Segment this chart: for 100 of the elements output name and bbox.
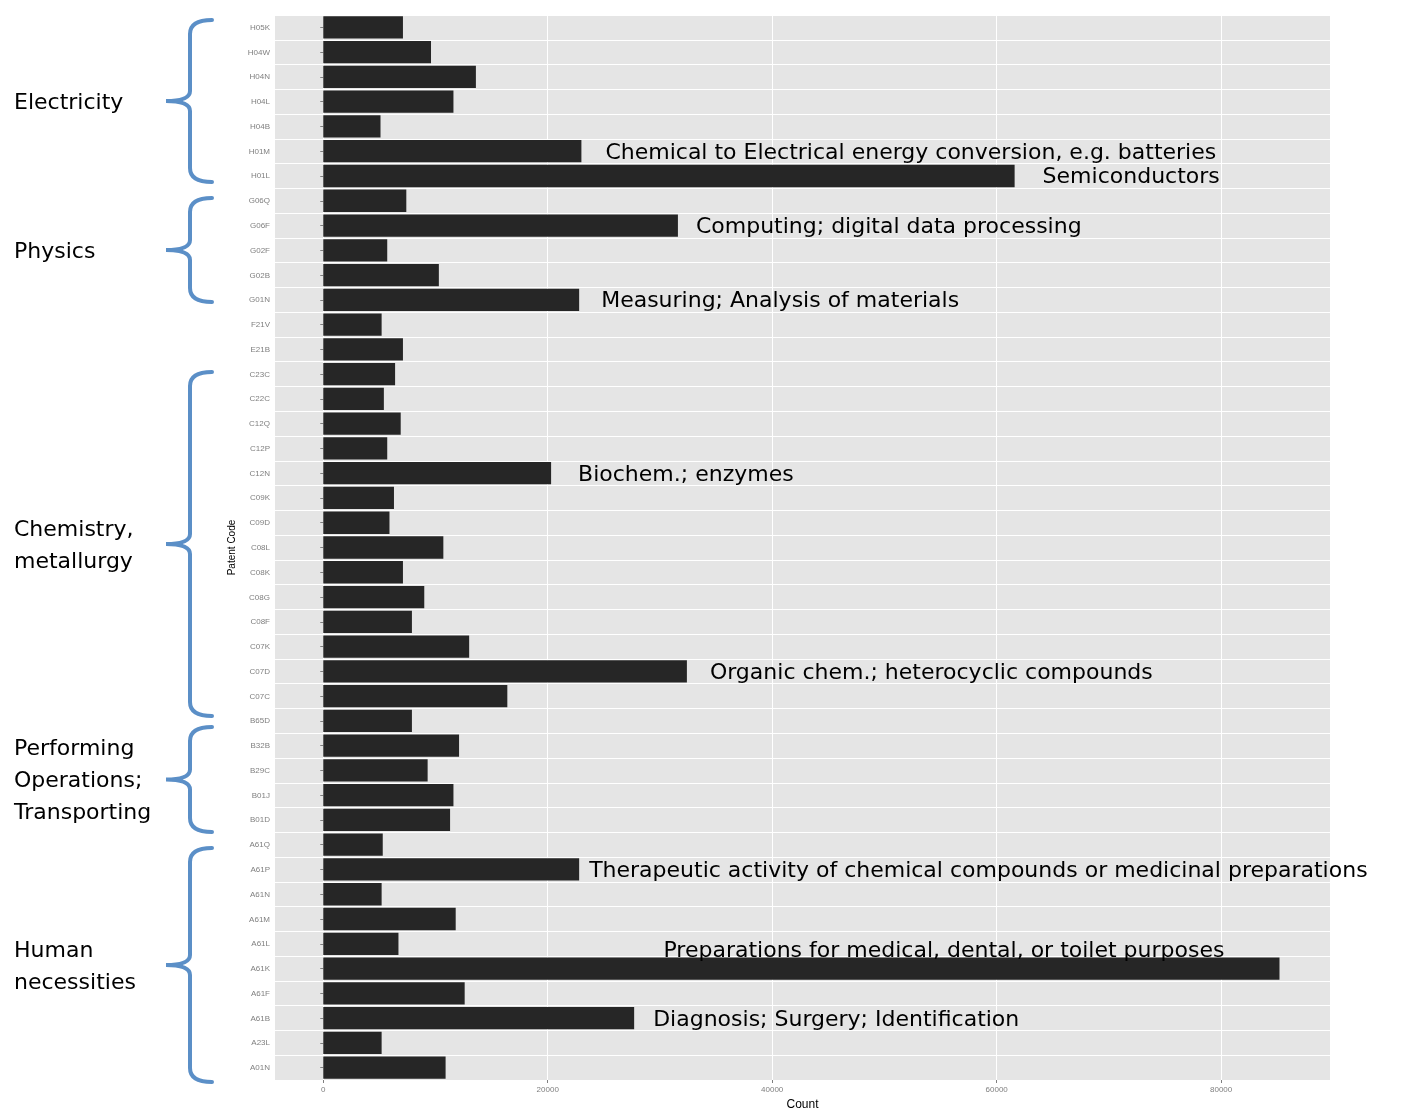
- y-tick-label: G01N: [249, 295, 271, 305]
- bar: [323, 858, 580, 881]
- bar: [323, 1031, 382, 1054]
- y-tick-label: C12Q: [249, 419, 270, 429]
- y-tick-label: H01L: [250, 171, 271, 181]
- x-axis-title: Count: [786, 1096, 820, 1111]
- y-tick-label: C22C: [249, 394, 271, 404]
- y-tick-label: C07D: [249, 666, 271, 676]
- bar: [323, 65, 476, 89]
- y-tick-label: F21V: [250, 320, 271, 330]
- annotation: Biochem.; enzymes: [578, 460, 794, 486]
- annotation: Preparations for medical, dental, or toilet purposes: [663, 936, 1225, 962]
- x-tick-label: 40000: [761, 1084, 784, 1094]
- bar: [323, 41, 432, 64]
- y-tick-label: C23C: [249, 369, 271, 379]
- bar: [323, 462, 552, 485]
- y-tick-label: H04W: [247, 47, 271, 57]
- bar: [323, 982, 465, 1005]
- bar: [323, 189, 407, 212]
- y-tick-label: B01D: [249, 815, 271, 825]
- bar: [323, 288, 580, 311]
- y-axis-title: Patent Code: [226, 519, 238, 576]
- bar: [323, 164, 1015, 188]
- bar: [323, 907, 456, 931]
- y-tick-label: A61F: [250, 988, 271, 998]
- bar: [323, 784, 454, 807]
- y-tick-label: G02F: [249, 245, 271, 255]
- y-tick-label: C08L: [250, 543, 271, 552]
- bar: [323, 140, 582, 163]
- y-tick-label: C08K: [249, 567, 271, 577]
- bar: [323, 437, 388, 460]
- bar: [323, 759, 428, 782]
- bar: [323, 1056, 446, 1079]
- y-tick-label: B29C: [249, 765, 271, 775]
- bar: [323, 362, 396, 386]
- bar: [323, 709, 412, 733]
- bar: [323, 635, 470, 658]
- y-tick-label: C08G: [249, 592, 270, 602]
- annotation: Semiconductors: [1042, 163, 1220, 189]
- bar: [323, 263, 439, 287]
- bar: [323, 684, 508, 708]
- annotation: Computing; digital data processing: [695, 213, 1082, 239]
- y-tick-label: A61N: [249, 889, 271, 899]
- bar: [323, 313, 382, 336]
- x-tick-label: 60000: [985, 1084, 1009, 1094]
- bar: [323, 585, 425, 609]
- annotation: Chemical to Electrical energy conversion, e.g. batteries: [605, 138, 1217, 164]
- y-tick-label: C09D: [249, 518, 271, 528]
- y-tick-label: A61B: [250, 1013, 270, 1023]
- y-tick-label: A61Q: [249, 840, 270, 850]
- text: Human necessities: [14, 936, 136, 994]
- y-tick-label: A23L: [251, 1038, 271, 1048]
- bar: [323, 214, 678, 237]
- bar: [323, 115, 381, 138]
- y-tick-label: C09K: [249, 493, 271, 503]
- x-tick-label: 80000: [1210, 1084, 1233, 1094]
- y-tick-label: H05K: [249, 22, 271, 32]
- annotation: Measuring; Analysis of materials: [601, 287, 960, 313]
- bar: [323, 932, 399, 955]
- y-tick-label: H01M: [248, 146, 271, 156]
- annotation: Diagnosis; Surgery; Identification: [653, 1005, 1020, 1031]
- bar: [323, 486, 394, 510]
- y-tick-label: A01N: [249, 1063, 271, 1073]
- y-tick-label: G02B: [249, 270, 270, 280]
- text: Electricity: [14, 88, 124, 114]
- y-tick-label: G06F: [249, 221, 271, 231]
- y-tick-label: H04N: [249, 72, 271, 82]
- bar: [323, 660, 687, 683]
- bar: [323, 561, 403, 584]
- annotation: Therapeutic activity of chemical compounds or medicinal preparations: [588, 856, 1368, 882]
- y-tick-label: G06Q: [248, 196, 270, 206]
- y-tick-label: A61M: [249, 914, 271, 924]
- bar: [323, 883, 382, 906]
- x-tick-label: 0: [321, 1084, 327, 1094]
- y-tick-label: A61P: [250, 864, 270, 874]
- y-tick-label: C07C: [249, 691, 271, 701]
- y-tick-label: A61L: [251, 939, 271, 949]
- bar: [323, 239, 388, 262]
- bar: [323, 833, 383, 856]
- text: Physics: [14, 237, 96, 263]
- y-tick-label: H04L: [250, 97, 271, 107]
- x-tick-label: 20000: [536, 1084, 560, 1094]
- bar: [323, 511, 390, 534]
- y-tick-label: H04B: [249, 121, 270, 131]
- y-tick-label: B65D: [249, 716, 271, 726]
- annotation: Organic chem.; heterocyclic compounds: [709, 658, 1153, 684]
- y-tick-label: A61K: [250, 964, 271, 974]
- bar: [323, 412, 401, 435]
- y-tick-label: C08F: [250, 617, 271, 627]
- bar: [323, 16, 403, 39]
- text: Performing Operations; Transporting: [13, 735, 152, 824]
- text: Chemistry, metallurgy: [14, 515, 141, 573]
- y-tick-label: B01J: [251, 790, 270, 800]
- bar: [323, 90, 454, 113]
- y-tick-label: E21B: [250, 344, 270, 354]
- y-tick-label: B32B: [250, 741, 270, 751]
- y-tick-label: C07K: [249, 642, 271, 652]
- bar: [323, 734, 460, 757]
- bar: [323, 338, 403, 361]
- y-tick-label: C12P: [249, 443, 270, 453]
